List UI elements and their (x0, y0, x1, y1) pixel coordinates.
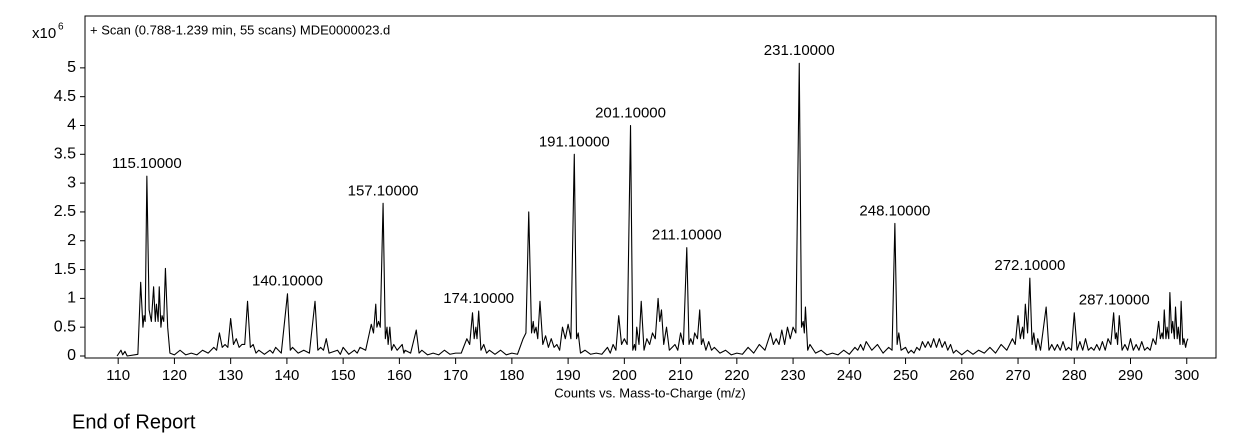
y-scale: x10 (32, 25, 56, 42)
x-tick-label: 270 (1006, 367, 1031, 384)
x-tick-label: 280 (1062, 367, 1087, 384)
y-tick-label: 5 (67, 59, 76, 76)
y-tick-label: 3.5 (54, 146, 76, 163)
y-scale-exponent: 6 (58, 22, 64, 33)
x-tick-label: 260 (949, 367, 974, 384)
x-tick-label: 160 (387, 367, 412, 384)
x-tick-label: 210 (668, 367, 693, 384)
x-tick-label: 290 (1118, 367, 1143, 384)
peak-label: 287.10000 (1079, 292, 1150, 309)
peak-label: 191.10000 (539, 133, 610, 150)
peak-label: 115.10000 (112, 155, 182, 172)
x-tick-label: 240 (837, 367, 862, 384)
x-tick-label: 230 (781, 367, 806, 384)
spectrum-line (116, 62, 1189, 357)
x-tick-label: 200 (612, 367, 637, 384)
peak-label: 272.10000 (994, 257, 1065, 274)
y-tick-label: 1.5 (54, 261, 76, 278)
y-tick-label: 0.5 (54, 318, 76, 335)
peak-label: 201.10000 (595, 104, 666, 121)
y-tick-label: 4.5 (54, 88, 76, 105)
x-tick-label: 170 (443, 367, 468, 384)
peak-label: 140.10000 (252, 273, 323, 290)
y-tick-label: 1 (67, 290, 76, 307)
plot-frame (84, 15, 1217, 359)
y-tick-label: 3 (67, 174, 76, 191)
x-tick-label: 190 (556, 367, 581, 384)
x-tick-label: 150 (331, 367, 356, 384)
peak-label: 157.10000 (348, 182, 419, 199)
peak-label: 211.10000 (652, 227, 722, 244)
x-tick-label: 250 (893, 367, 918, 384)
chart-title: + Scan (0.788-1.239 min, 55 scans) MDE00… (90, 22, 390, 37)
x-tick-label: 300 (1174, 367, 1199, 384)
x-axis-label: Counts vs. Mass-to-Charge (m/z) (554, 385, 745, 400)
x-tick-label: 180 (499, 367, 524, 384)
y-tick-label: 2 (67, 232, 76, 249)
x-tick-label: 110 (106, 367, 130, 384)
y-tick-label: 0 (67, 347, 76, 364)
y-tick-label: 4 (67, 117, 76, 134)
x-tick-label: 120 (162, 367, 187, 384)
footer-text: End of Report (72, 411, 196, 433)
y-tick-label: 2.5 (54, 203, 76, 220)
x-tick-label: 130 (218, 367, 243, 384)
peak-label: 174.10000 (443, 290, 514, 307)
peak-label: 231.10000 (764, 42, 835, 59)
peak-label: 248.10000 (859, 202, 930, 219)
x-tick-label: 220 (724, 367, 749, 384)
x-tick-label: 140 (274, 367, 299, 384)
